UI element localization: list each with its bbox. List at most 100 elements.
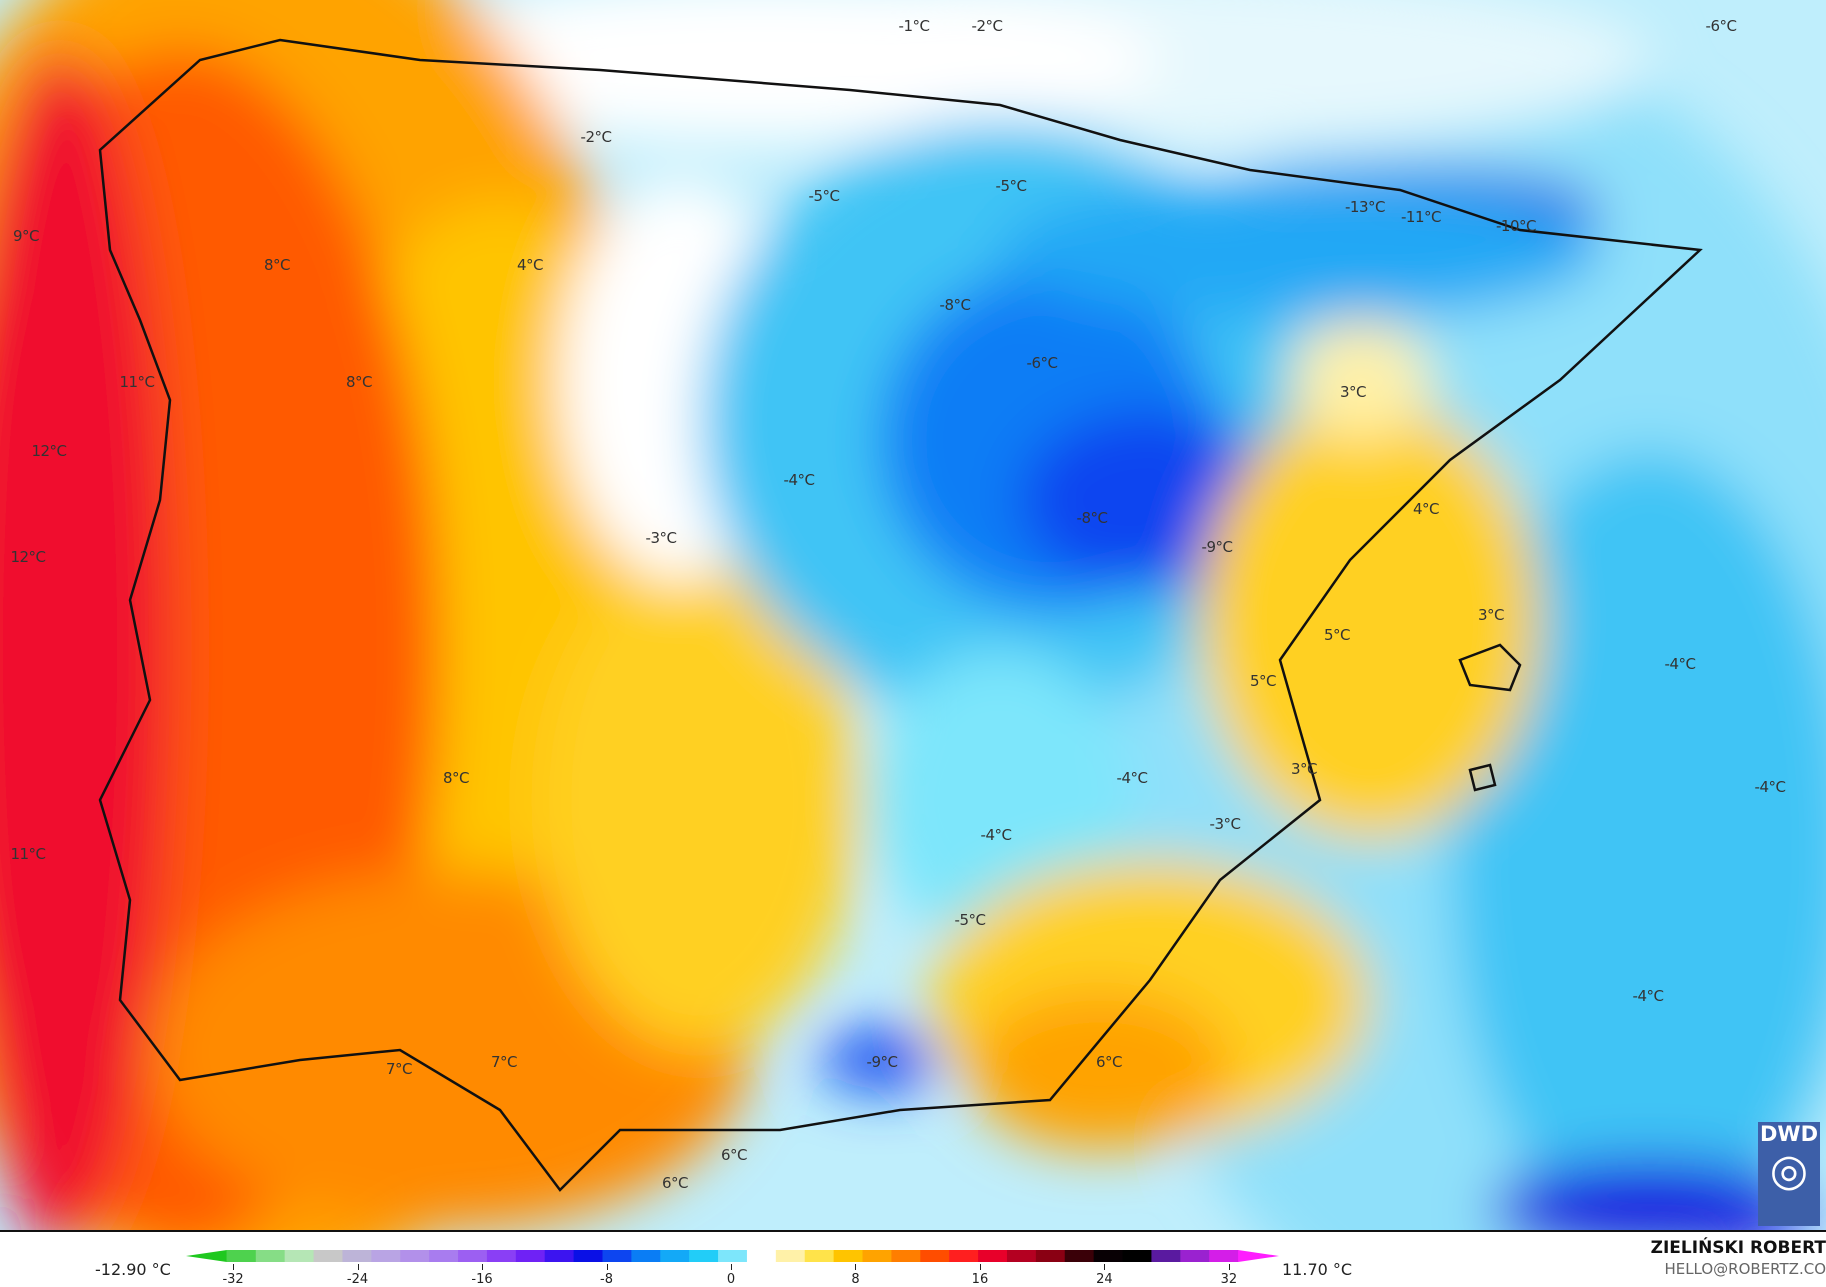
temperature-label: 5°C <box>1323 626 1351 644</box>
temperature-label: 6°C <box>1095 1053 1123 1071</box>
temperature-label: 8°C <box>263 256 291 274</box>
temperature-label: 4°C <box>1412 500 1440 518</box>
colorbar-swatch <box>186 1250 227 1262</box>
colorbar-tick-label: -24 <box>346 1272 369 1287</box>
colorbar-swatch <box>371 1250 401 1262</box>
temperature-field <box>0 0 1826 1230</box>
colorbar-swatch <box>920 1250 950 1262</box>
temperature-label: -9°C <box>1201 538 1233 556</box>
colorbar-swatch <box>573 1250 603 1262</box>
colorbar-swatch <box>602 1250 632 1262</box>
temperature-label: -4°C <box>783 471 815 489</box>
temperature-label: -4°C <box>1754 778 1786 796</box>
temperature-label: 12°C <box>10 548 46 566</box>
max-value: 11.70 °C <box>1282 1260 1353 1279</box>
temperature-label: 5°C <box>1249 672 1277 690</box>
temperature-label: 8°C <box>442 769 470 787</box>
colorbar-tick-label: -8 <box>600 1272 613 1287</box>
colorbar-swatch <box>226 1250 257 1262</box>
colorbar-swatch <box>544 1250 575 1262</box>
temperature-label: -3°C <box>1209 815 1241 833</box>
author-credit: ZIELIŃSKI ROBERT <box>1650 1238 1826 1258</box>
colorbar-swatch <box>660 1250 690 1262</box>
temperature-label: 11°C <box>119 373 155 391</box>
temperature-label: -8°C <box>1076 509 1108 527</box>
temperature-label: 9°C <box>12 227 40 245</box>
temperature-label: 8°C <box>345 373 373 391</box>
colorbar-tick-label: -32 <box>222 1272 244 1287</box>
colorbar-swatch <box>862 1250 892 1262</box>
colorbar-swatch <box>1209 1250 1239 1262</box>
colorbar <box>186 1250 1279 1262</box>
temperature-label: -10°C <box>1496 217 1536 235</box>
colorbar-swatch <box>689 1250 719 1262</box>
colorbar-tick <box>606 1264 608 1270</box>
colorbar-swatch <box>1122 1250 1152 1262</box>
temperature-label: 3°C <box>1477 606 1505 624</box>
temperature-label: -6°C <box>1705 17 1737 35</box>
temperature-label: -4°C <box>1664 655 1696 673</box>
colorbar-tick-label: 24 <box>1096 1272 1113 1287</box>
colorbar-swatch <box>631 1250 661 1262</box>
colorbar-swatch <box>1180 1250 1210 1262</box>
temperature-label: -2°C <box>580 128 612 146</box>
temperature-label: 7°C <box>385 1060 413 1078</box>
colorbar-tick <box>855 1264 857 1270</box>
islands-outline <box>1458 643 1522 792</box>
colorbar-tick-label: 0 <box>726 1272 736 1287</box>
temperature-label: 3°C <box>1339 383 1367 401</box>
colorbar-tick <box>357 1264 359 1270</box>
temperature-label: 7°C <box>490 1053 518 1071</box>
temperature-map: -1°C -2°C -6°C -2°C -5°C -5°C -13°C -11°C -10°C 9… <box>0 0 1826 1232</box>
temperature-label: 12°C <box>31 442 67 460</box>
colorbar-swatch <box>891 1250 921 1262</box>
colorbar-swatch <box>833 1250 864 1262</box>
temperature-label: -2°C <box>971 17 1003 35</box>
temperature-label: -6°C <box>1026 354 1058 372</box>
colorbar-tick <box>1104 1264 1106 1270</box>
colorbar-tick <box>1228 1264 1230 1270</box>
colorbar-swatch <box>400 1250 430 1262</box>
colorbar-swatch <box>1064 1250 1095 1262</box>
colorbar-swatch <box>978 1250 1008 1262</box>
temperature-label: -1°C <box>898 17 930 35</box>
temperature-label: -13°C <box>1345 198 1385 216</box>
min-value: -12.90 °C <box>95 1260 171 1279</box>
colorbar-tick-label: -16 <box>471 1272 493 1287</box>
temperature-label: -4°C <box>980 826 1012 844</box>
temperature-label: -8°C <box>939 296 971 314</box>
colorbar-swatch <box>313 1250 343 1262</box>
colorbar-panel: -12.90 °C -32 -24 -16 -8 0 8 16 24 32 11.70 °C Z… <box>0 1232 1826 1287</box>
colorbar-swatch <box>486 1250 517 1262</box>
colorbar-swatch <box>775 1250 806 1262</box>
colorbar-tick <box>482 1264 484 1270</box>
colorbar-swatch <box>1093 1250 1124 1262</box>
colorbar-swatch <box>458 1250 488 1262</box>
temperature-label: -5°C <box>954 911 986 929</box>
colorbar-swatch <box>515 1250 546 1262</box>
colorbar-swatch <box>1151 1250 1181 1262</box>
colorbar-swatch <box>1035 1250 1066 1262</box>
temperature-label: 11°C <box>10 845 46 863</box>
colorbar-swatch <box>1238 1250 1279 1262</box>
temperature-label: 6°C <box>720 1146 748 1164</box>
temperature-label: -11°C <box>1401 208 1441 226</box>
colorbar-swatch <box>746 1250 777 1262</box>
author-email: HELLO@ROBERTZ.CO <box>1664 1260 1826 1278</box>
temperature-label: -3°C <box>645 529 677 547</box>
colorbar-swatch <box>718 1250 748 1262</box>
colorbar-swatch <box>804 1250 835 1262</box>
colorbar-tick-label: 8 <box>851 1272 860 1287</box>
temperature-label: -5°C <box>995 177 1027 195</box>
colorbar-tick-label: 16 <box>971 1272 989 1287</box>
temperature-label: -9°C <box>866 1053 898 1071</box>
colorbar-swatch <box>342 1250 372 1262</box>
temperature-label: -4°C <box>1116 769 1148 787</box>
colorbar-swatch <box>949 1250 979 1262</box>
dwd-logo: DWD ◎ <box>1758 1122 1820 1226</box>
colorbar-swatch <box>255 1250 286 1262</box>
colorbar-tick <box>979 1264 981 1270</box>
colorbar-tick-label: 32 <box>1220 1272 1238 1287</box>
temperature-label: -5°C <box>808 187 840 205</box>
temperature-label: 4°C <box>516 256 544 274</box>
